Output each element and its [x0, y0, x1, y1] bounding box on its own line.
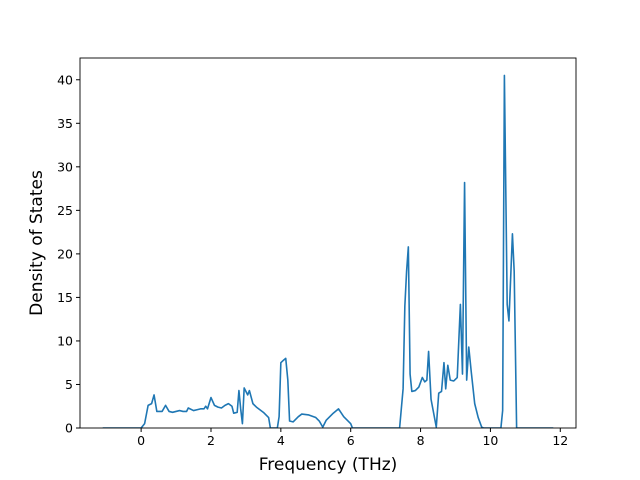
y-tick-label: 15 [57, 290, 73, 305]
y-tick-label: 10 [57, 333, 73, 348]
x-tick-label: 12 [552, 433, 568, 448]
x-tick-label: 2 [207, 433, 215, 448]
y-tick-label: 20 [57, 246, 73, 261]
x-tick-label: 0 [137, 433, 145, 448]
y-tick-label: 0 [65, 421, 73, 436]
x-axis-label: Frequency (THz) [259, 455, 398, 475]
y-axis-label: Density of States [27, 170, 47, 316]
y-tick-label: 25 [57, 203, 73, 218]
x-tick-label: 4 [277, 433, 285, 448]
x-tick-label: 6 [347, 433, 355, 448]
plot-frame [79, 57, 577, 429]
y-tick-label: 35 [57, 116, 73, 131]
x-tick-label: 10 [482, 433, 498, 448]
y-tick-label: 30 [57, 159, 73, 174]
y-tick-label: 5 [65, 377, 73, 392]
y-tick-label: 40 [57, 72, 73, 87]
x-tick-label: 8 [417, 433, 425, 448]
line-series [102, 74, 554, 428]
